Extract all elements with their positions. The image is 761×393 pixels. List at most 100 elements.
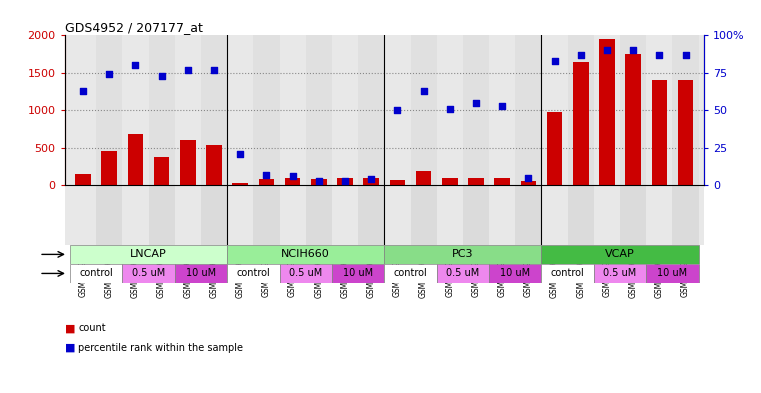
Bar: [568, 185, 594, 245]
Bar: [337, 178, 353, 185]
Point: [470, 99, 482, 106]
Text: PC3: PC3: [452, 250, 473, 259]
Bar: [673, 35, 699, 185]
Text: 0.5 uM: 0.5 uM: [289, 268, 323, 278]
Text: 0.5 uM: 0.5 uM: [132, 268, 165, 278]
Bar: [437, 264, 489, 283]
Text: control: control: [237, 268, 270, 278]
Bar: [123, 185, 148, 245]
Bar: [673, 185, 699, 245]
Text: control: control: [551, 268, 584, 278]
Bar: [175, 35, 201, 185]
Bar: [253, 35, 279, 185]
Text: control: control: [79, 268, 113, 278]
Text: ■: ■: [65, 323, 75, 333]
Bar: [70, 35, 96, 185]
Bar: [175, 185, 201, 245]
Bar: [227, 245, 384, 264]
Bar: [626, 54, 641, 185]
Bar: [332, 185, 358, 245]
Bar: [573, 62, 589, 185]
Text: 10 uM: 10 uM: [500, 268, 530, 278]
Bar: [227, 264, 279, 283]
Bar: [678, 80, 693, 185]
Bar: [70, 264, 123, 283]
Bar: [148, 35, 175, 185]
Bar: [70, 245, 227, 264]
Bar: [468, 178, 484, 185]
Text: NCIH660: NCIH660: [282, 250, 330, 259]
Bar: [620, 35, 646, 185]
Bar: [521, 181, 537, 185]
Text: 10 uM: 10 uM: [343, 268, 373, 278]
Point: [287, 173, 299, 179]
Point: [339, 177, 351, 184]
Bar: [363, 178, 379, 185]
Text: count: count: [78, 323, 106, 333]
Bar: [599, 39, 615, 185]
Point: [260, 171, 272, 178]
Bar: [128, 134, 143, 185]
Bar: [75, 174, 91, 185]
Bar: [175, 264, 227, 283]
Bar: [646, 264, 699, 283]
Point: [155, 73, 167, 79]
Text: 10 uM: 10 uM: [658, 268, 687, 278]
Bar: [646, 35, 673, 185]
Bar: [279, 35, 306, 185]
Bar: [542, 185, 568, 245]
Bar: [410, 35, 437, 185]
Bar: [154, 156, 170, 185]
Bar: [96, 185, 123, 245]
Bar: [568, 35, 594, 185]
Bar: [384, 264, 437, 283]
Point: [234, 151, 247, 157]
Bar: [358, 35, 384, 185]
Bar: [542, 245, 699, 264]
Bar: [123, 264, 175, 283]
Bar: [279, 185, 306, 245]
Bar: [437, 185, 463, 245]
Bar: [542, 35, 568, 185]
Bar: [463, 185, 489, 245]
Point: [653, 51, 665, 58]
Text: LNCAP: LNCAP: [130, 250, 167, 259]
Bar: [253, 185, 279, 245]
Point: [522, 174, 534, 181]
Bar: [123, 35, 148, 185]
Text: 10 uM: 10 uM: [186, 268, 216, 278]
Bar: [594, 35, 620, 185]
Point: [391, 107, 403, 113]
Point: [680, 51, 692, 58]
Bar: [232, 183, 248, 185]
Bar: [101, 151, 117, 185]
Bar: [594, 185, 620, 245]
Point: [418, 88, 430, 94]
Bar: [384, 245, 542, 264]
Bar: [96, 35, 123, 185]
Bar: [495, 178, 510, 185]
Bar: [285, 178, 301, 185]
Point: [575, 51, 587, 58]
Bar: [384, 35, 410, 185]
Bar: [148, 185, 175, 245]
Text: 0.5 uM: 0.5 uM: [603, 268, 637, 278]
Bar: [410, 185, 437, 245]
Bar: [227, 35, 253, 185]
Bar: [332, 35, 358, 185]
Text: GDS4952 / 207177_at: GDS4952 / 207177_at: [65, 21, 202, 34]
Point: [601, 47, 613, 53]
Bar: [489, 35, 515, 185]
Point: [444, 106, 456, 112]
Text: control: control: [393, 268, 428, 278]
Point: [208, 67, 220, 73]
Bar: [227, 185, 253, 245]
Point: [365, 176, 377, 182]
Point: [77, 88, 89, 94]
Bar: [311, 179, 326, 185]
Bar: [620, 185, 646, 245]
Bar: [437, 35, 463, 185]
Bar: [542, 264, 594, 283]
Bar: [306, 185, 332, 245]
Bar: [358, 185, 384, 245]
